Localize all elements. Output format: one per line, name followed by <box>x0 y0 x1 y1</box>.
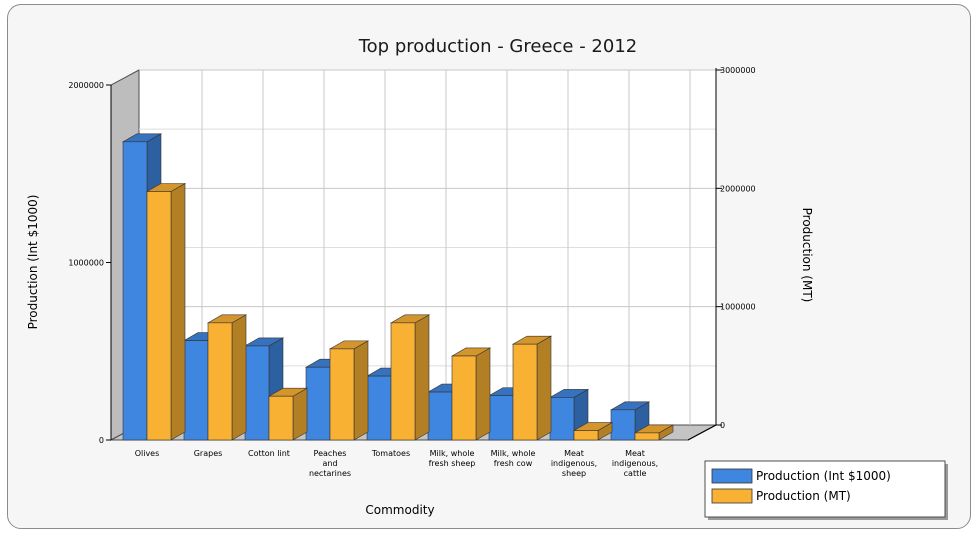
bar-side <box>170 182 186 441</box>
bar-front <box>573 430 599 441</box>
category-label: Olives <box>135 449 160 458</box>
y-axis-left-title: Production (Int $1000) <box>26 195 40 330</box>
bar-front <box>268 395 294 441</box>
bar-side <box>536 335 552 441</box>
category-label-line: Milk, whole <box>430 449 475 458</box>
legend: Production (Int $1000) Production (MT) <box>704 460 948 520</box>
bar-front <box>146 191 172 441</box>
bar-front <box>549 397 575 441</box>
bar-front <box>390 322 416 441</box>
category-label: Cotton lint <box>248 449 290 458</box>
category-label-line: Tomatoes <box>371 449 410 458</box>
bar-quantity <box>145 182 187 441</box>
category-label-line: and <box>322 459 337 468</box>
right-tick-label: 0 <box>720 421 725 430</box>
left-tick-label: 2000000 <box>68 81 104 90</box>
bar-front <box>427 391 453 441</box>
category-label-line: Peaches <box>314 449 347 458</box>
legend-label: Production (Int $1000) <box>756 469 891 483</box>
category-label-line: fresh cow <box>494 459 533 468</box>
category-label-line: indigenous, <box>551 459 597 468</box>
category-label: Meat indigenous, sheep <box>551 449 597 478</box>
category-label-line: fresh sheep <box>429 459 476 468</box>
category-label-line: nectarines <box>309 469 351 478</box>
category-label-line: Cotton lint <box>248 449 290 458</box>
chart-title: Top production - Greece - 2012 <box>358 36 638 57</box>
bar-quantity <box>328 340 370 441</box>
bar-front <box>366 375 392 441</box>
category-label-line: Milk, whole <box>491 449 536 458</box>
legend-swatch <box>711 468 753 484</box>
legend-swatch <box>711 488 753 504</box>
right-axis-depth <box>687 424 717 441</box>
bar-side <box>231 314 247 441</box>
bar-value <box>609 401 651 441</box>
tick-labels: 0 1000000 2000000 3000000 0 1000000 2000000 Oli… <box>68 66 755 478</box>
bar-front <box>451 355 477 441</box>
bars <box>121 133 675 441</box>
bar-front <box>305 366 331 441</box>
bar-front <box>207 322 233 441</box>
bar-quantity <box>633 424 675 441</box>
category-label: Tomatoes <box>371 449 410 458</box>
category-label: Peaches and nectarines <box>309 449 351 478</box>
y-axis-right-title: Production (MT) <box>800 208 814 303</box>
bar-quantity <box>572 422 614 441</box>
category-label: Meat indigenous, cattle <box>612 449 658 478</box>
category-label-line: Meat <box>625 449 645 458</box>
category-label-line: cattle <box>624 469 647 478</box>
bar-front <box>183 340 209 441</box>
bar-quantity <box>511 335 553 441</box>
bar-side <box>292 387 308 441</box>
category-label: Grapes <box>194 449 223 458</box>
bar-front <box>610 409 636 441</box>
bar-quantity <box>267 387 309 441</box>
category-label-line: Olives <box>135 449 160 458</box>
bar-front <box>122 141 148 441</box>
bar-side <box>475 347 491 441</box>
category-label: Milk, whole fresh cow <box>491 449 536 468</box>
right-tick-label: 3000000 <box>720 66 756 75</box>
bar-front <box>244 345 270 441</box>
bar-side <box>414 314 430 441</box>
bar-front <box>512 343 538 441</box>
bar-quantity <box>450 347 492 441</box>
right-tick-label: 1000000 <box>720 303 756 312</box>
bar-front <box>634 432 660 441</box>
left-tick-label: 1000000 <box>68 259 104 268</box>
legend-label: Production (MT) <box>756 489 851 503</box>
axes <box>106 68 722 441</box>
x-axis-title: Commodity <box>365 503 434 517</box>
right-tick-label: 2000000 <box>720 184 756 193</box>
bar-quantity <box>389 314 431 441</box>
bar-side <box>353 340 369 441</box>
bar-front <box>488 395 514 441</box>
category-label: Milk, whole fresh sheep <box>429 449 476 468</box>
category-label-line: Meat <box>564 449 584 458</box>
category-label-line: Grapes <box>194 449 223 458</box>
category-label-line: indigenous, <box>612 459 658 468</box>
bar-quantity <box>206 314 248 441</box>
left-tick-label: 0 <box>99 436 104 445</box>
bar-front <box>329 348 355 441</box>
grid-lines <box>139 69 716 425</box>
category-label-line: sheep <box>562 469 586 478</box>
